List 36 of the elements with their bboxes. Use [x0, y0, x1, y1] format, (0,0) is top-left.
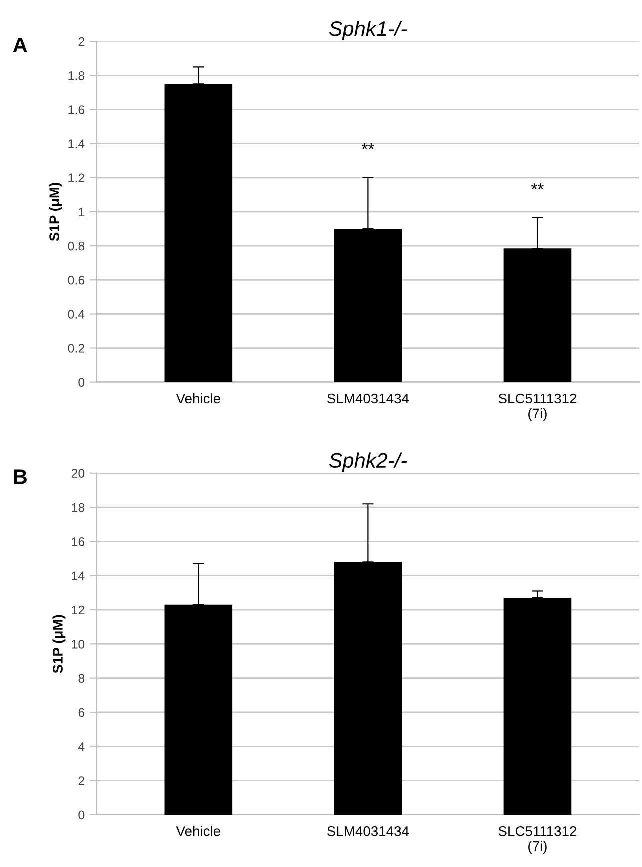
- y-tick-label: 2: [78, 776, 85, 786]
- text: B: [14, 470, 27, 484]
- y-tick-label: 0.4: [68, 310, 85, 319]
- y-tick-label: 0.6: [68, 276, 85, 285]
- y-tick-label: 2: [78, 37, 85, 46]
- y-tick-label: 0.2: [68, 344, 85, 353]
- y-tick-label: 1.2: [68, 174, 85, 182]
- y-tick-label: 16: [72, 538, 85, 546]
- text: A: [13, 38, 28, 52]
- y-tick-label: 10: [72, 640, 85, 649]
- y-tick-label: 20: [72, 469, 85, 478]
- x-tick-label: SLM4031434: [328, 394, 410, 404]
- y-tick-label: 0: [78, 378, 85, 387]
- y-tick-label: 18: [72, 503, 85, 512]
- x-tick-label: Vehicle: [176, 393, 220, 404]
- x-tick-label: SLC5111312 (7i): [498, 394, 577, 422]
- y-tick-label: 1.4: [68, 140, 85, 148]
- y-tick-label: 6: [78, 708, 85, 718]
- y-tick-label: 1: [79, 208, 85, 217]
- y-tick-label: 1.8: [68, 71, 85, 80]
- x-tick-label: SLM4031434: [328, 826, 410, 836]
- y-tick-label: 8: [78, 674, 85, 683]
- y-axis-title: S1P (μM): [52, 615, 66, 674]
- y-tick-label: 0.8: [68, 242, 85, 251]
- x-tick-label: SLC5111312 (7i): [498, 826, 577, 854]
- y-tick-label: 12: [72, 606, 85, 615]
- chart-title: Sphk1-/-: [329, 20, 408, 40]
- y-tick-label: 4: [78, 742, 85, 752]
- chart-title: Sphk2-/-: [329, 452, 408, 472]
- annotation: **: [531, 184, 544, 190]
- x-tick-label: Vehicle: [176, 826, 220, 836]
- y-axis-title: S1P (μM): [49, 183, 62, 242]
- annotation: **: [362, 144, 374, 150]
- y-tick-label: 14: [72, 572, 85, 580]
- y-tick-label: 0: [78, 810, 85, 820]
- y-tick-label: 1.6: [68, 106, 85, 114]
